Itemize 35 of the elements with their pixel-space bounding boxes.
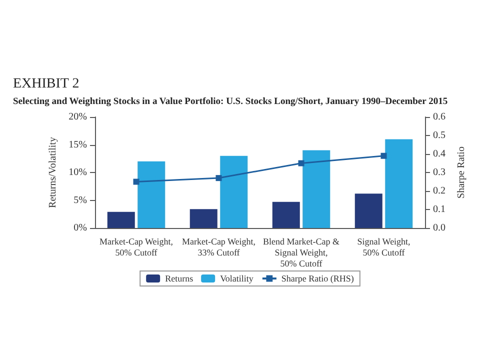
bar (107, 212, 135, 228)
chart-subtitle: Selecting and Weighting Stocks in a Value Portfolio: U.S. Stocks Long/Short, January 1990–December 2015 (13, 97, 448, 107)
x-tick-label: Market-Cap Weight, 33% Cutoff (182, 236, 256, 258)
legend-label: Returns (165, 274, 194, 284)
bar (138, 161, 166, 228)
point (216, 175, 222, 182)
legend-label: Sharpe Ratio (RHS) (281, 274, 354, 284)
y-tick-label: 15% (68, 139, 87, 150)
y2-tick-label: 0.1 (433, 204, 446, 215)
bar (272, 202, 300, 228)
chart-title: EXHIBIT 2 (13, 76, 80, 92)
bar (190, 209, 218, 228)
y-tick-label: 5% (74, 194, 87, 206)
y-tick-label: 20% (68, 112, 87, 122)
legend-label: Volatility (220, 274, 254, 284)
y2-axis-title: Sharpe Ratio (456, 146, 467, 198)
point (380, 152, 387, 159)
y2-tick-label: 0.4 (433, 148, 446, 160)
y2-tick-label: 0.2 (433, 186, 446, 196)
point (133, 178, 140, 185)
y2-tick-label: 0.3 (433, 167, 446, 178)
bar (385, 139, 413, 228)
y2-tick-label: 0.5 (433, 130, 446, 141)
bar (220, 156, 248, 228)
y2-tick-label: 0.6 (433, 112, 446, 122)
y-axis-title: Returns/Volatility (47, 137, 58, 208)
x-tick-label: Blend Market-Cap & Signal Weight, 50% Cutoff (263, 236, 340, 268)
x-tick-label: Signal Weight, 50% Cutoff (357, 236, 410, 258)
x-tick-label: Market-Cap Weight, 50% Cutoff (99, 236, 174, 258)
bar (302, 150, 330, 228)
point (298, 160, 304, 166)
y2-tick-label: 0.0 (433, 222, 446, 234)
bar (354, 194, 382, 228)
y-tick-label: 10% (68, 167, 87, 178)
y-tick-label: 0% (74, 222, 87, 234)
